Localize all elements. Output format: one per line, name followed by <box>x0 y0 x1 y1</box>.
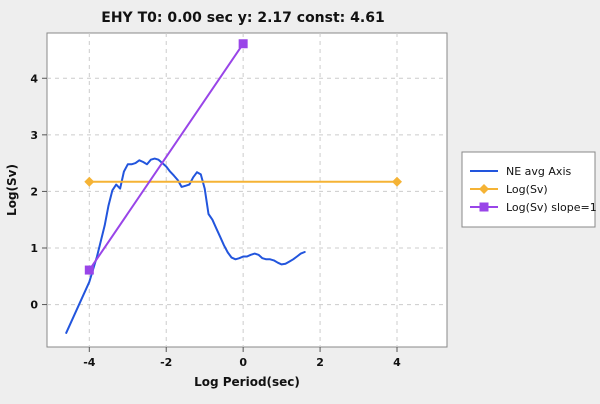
chart-title: EHY T0: 0.00 sec y: 2.17 const: 4.61 <box>101 10 384 26</box>
y-axis-label: Log(Sv) <box>5 164 19 216</box>
y-tick-label: 4 <box>30 72 38 85</box>
x-tick-label: -4 <box>83 356 96 369</box>
x-axis-label: Log Period(sec) <box>194 375 300 389</box>
x-tick-label: 0 <box>239 356 247 369</box>
legend-label: Log(Sv) <box>506 183 548 196</box>
y-tick-label: 0 <box>30 299 38 312</box>
x-tick-label: 2 <box>316 356 324 369</box>
x-tick-label: 4 <box>393 356 401 369</box>
y-tick-label: 3 <box>30 129 38 142</box>
x-tick-label: -2 <box>160 356 172 369</box>
legend-label: Log(Sv) slope=1 <box>506 201 597 214</box>
grid-layer <box>47 33 447 347</box>
plot-area <box>46 32 448 348</box>
tick-layer: -4 -2 0 2 4 0 1 2 3 4 <box>30 72 401 369</box>
y-tick-label: 2 <box>30 185 38 198</box>
data-point <box>238 39 248 49</box>
data-point <box>84 265 94 275</box>
y-tick-label: 1 <box>30 242 38 255</box>
legend-swatch-marker <box>479 184 489 194</box>
series-line <box>88 42 245 272</box>
legend-swatch-marker <box>479 202 489 212</box>
series-line <box>65 157 306 334</box>
legend: NE avg Axis Log(Sv) Log(Sv) slope=1 <box>461 151 597 228</box>
series-layer <box>65 39 402 334</box>
data-point <box>392 176 402 187</box>
data-point <box>84 176 95 187</box>
legend-label: NE avg Axis <box>506 165 571 178</box>
